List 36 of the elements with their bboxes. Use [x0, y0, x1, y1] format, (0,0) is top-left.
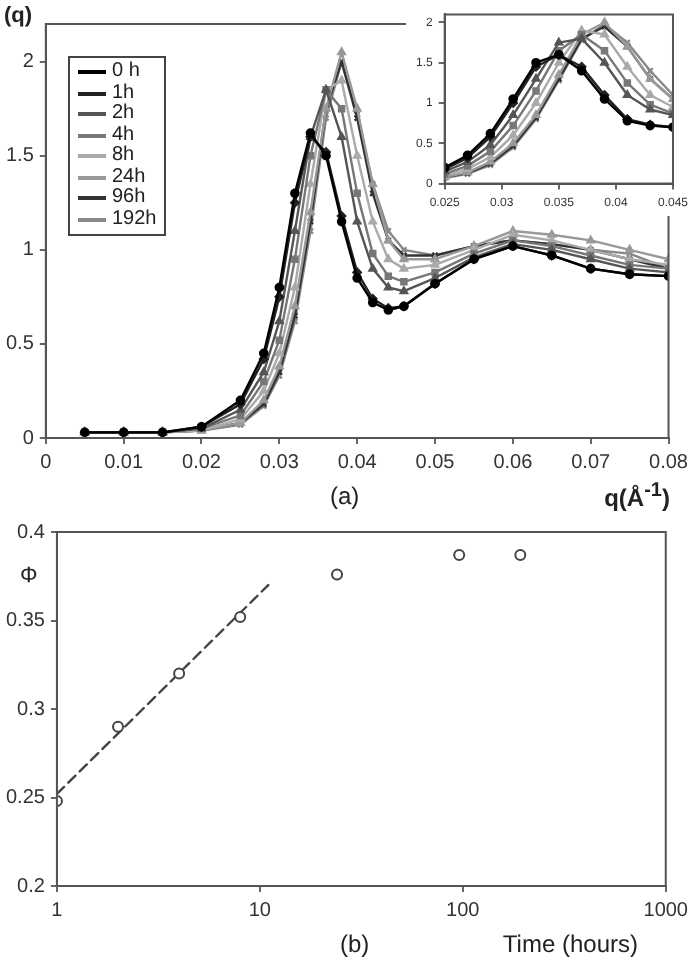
x-tick-label: 0.03 — [259, 451, 300, 474]
y-tick-label: 0.3 — [17, 698, 46, 721]
legend-label: 1h — [112, 81, 135, 103]
x-tick-label: 0.07 — [571, 451, 612, 474]
x-tick-label: 0.02 — [182, 451, 222, 474]
x-tick-label: 1000 — [643, 899, 689, 922]
x-tick-label: 0.06 — [493, 451, 534, 474]
y-tick-label: 1 — [22, 239, 35, 262]
y-tick-label: 0.4 — [17, 521, 46, 544]
legend-label: 0 h — [112, 60, 140, 83]
x-axis-title: Time (hours) — [502, 930, 638, 958]
y-tick-label: 1.5 — [5, 145, 35, 168]
x-tick-label: 0.01 — [104, 451, 144, 474]
y-axis-title: Φ — [20, 564, 38, 588]
x-tick-label: 10 — [248, 899, 272, 922]
x-axis-title: q(Å$^{-1}$) — [604, 480, 670, 512]
y-tick-label: 0.2 — [17, 875, 46, 898]
y-tick-label: 0.5 — [5, 333, 35, 356]
legend-label: 96h — [112, 186, 146, 209]
y-tick-label: 0.35 — [5, 610, 46, 632]
y-axis-title: (q) — [4, 4, 33, 28]
x-tick-label: 0.05 — [415, 451, 456, 474]
legend-label: 24h — [112, 165, 146, 187]
legend-label: 4h — [112, 123, 135, 145]
y-tick-label: 0 — [22, 427, 35, 450]
text: (a) — [330, 482, 360, 510]
x-tick-label: 100 — [446, 899, 481, 922]
x-tick-label: 1 — [51, 899, 64, 922]
y-tick-label: 0.25 — [5, 787, 46, 809]
y-tick-label: 2 — [22, 51, 35, 74]
text: (b) — [340, 930, 370, 958]
legend-label: 192h — [112, 207, 157, 230]
x-tick-label: 0.08 — [649, 451, 689, 474]
x-tick-label: 0.04 — [337, 451, 378, 474]
legend-label: 8h — [112, 144, 135, 167]
legend-label: 2h — [112, 102, 135, 125]
